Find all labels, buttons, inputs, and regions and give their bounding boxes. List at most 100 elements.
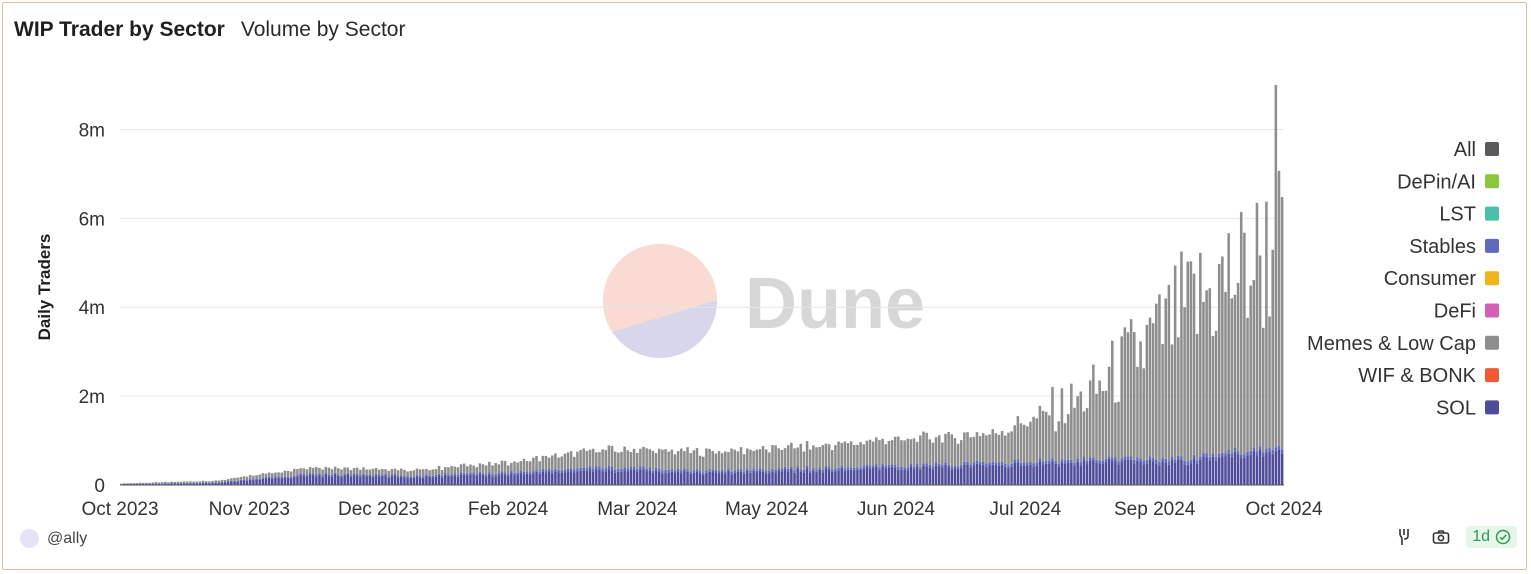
legend-swatch[interactable] (1485, 368, 1499, 383)
sol-bar (302, 475, 306, 485)
sol-bar (242, 480, 246, 485)
legend-swatch[interactable] (1485, 206, 1499, 221)
legend-swatch[interactable] (1485, 174, 1499, 189)
other-sector-bar (846, 467, 850, 470)
memes-bar (1070, 383, 1073, 460)
other-sector-bar (478, 471, 482, 474)
other-sector-bar (327, 474, 331, 477)
sol-bar (683, 471, 686, 485)
sol-bar (702, 474, 705, 485)
memes-bar (349, 470, 353, 476)
legend-swatch[interactable] (1485, 303, 1499, 318)
sol-bar (796, 468, 799, 485)
legend-label[interactable]: DeFi (1434, 301, 1476, 323)
other-sector-bar (620, 468, 623, 472)
memes-bar (739, 447, 743, 470)
other-sector-bar (296, 474, 299, 477)
other-sector-bar (1082, 456, 1086, 461)
legend-label[interactable]: SOL (1436, 397, 1476, 419)
legend-swatch[interactable] (1485, 142, 1499, 156)
other-sector-bar (720, 470, 724, 473)
legend-label[interactable]: Memes & Low Cap (1307, 333, 1476, 355)
memes-bar (639, 448, 642, 467)
legend-label[interactable]: Stables (1409, 236, 1476, 258)
sol-bar (661, 473, 664, 485)
memes-bar (412, 470, 416, 477)
other-sector-bar (459, 472, 463, 475)
memes-bar (1249, 285, 1252, 451)
memes-bar (815, 447, 818, 470)
sol-bar (764, 473, 768, 485)
sol-bar (478, 473, 482, 485)
memes-bar (793, 448, 796, 471)
memes-bar (481, 464, 485, 473)
sol-bar (1044, 463, 1048, 485)
memes-bar (528, 461, 532, 473)
other-sector-bar (573, 469, 576, 473)
legend-label[interactable]: DePin/AI (1397, 171, 1476, 193)
other-sector-bar (456, 474, 460, 477)
sol-bar (569, 471, 573, 485)
other-sector-bar (522, 471, 526, 475)
memes-bar (280, 472, 283, 477)
refresh-badge[interactable]: 1d (1466, 526, 1517, 548)
other-sector-bar (1183, 460, 1186, 465)
sol-bar (1120, 461, 1123, 485)
other-sector-bar (390, 474, 394, 477)
sol-bar (554, 471, 557, 485)
sol-bar (1199, 459, 1202, 485)
legend-label[interactable]: All (1454, 139, 1476, 161)
other-sector-bar (843, 468, 847, 471)
other-sector-bar (906, 467, 910, 471)
sol-bar (758, 470, 762, 485)
legend-swatch[interactable] (1485, 400, 1499, 415)
memes-bar (849, 441, 853, 468)
sol-bar (226, 481, 230, 485)
other-sector-bar (519, 470, 523, 474)
author-info[interactable]: @ally (20, 529, 87, 548)
fork-icon[interactable] (1394, 526, 1416, 548)
sol-bar (1029, 464, 1032, 485)
other-sector-bar (1057, 463, 1061, 467)
legend-swatch[interactable] (1485, 238, 1499, 253)
author-name: @ally (47, 529, 88, 547)
legend-swatch[interactable] (1485, 271, 1499, 286)
memes-bar (1110, 340, 1114, 458)
sol-bar (223, 482, 227, 485)
memes-bar (173, 481, 177, 484)
memes-bar (928, 439, 932, 465)
sol-bar (865, 466, 869, 485)
other-sector-bar (878, 467, 881, 470)
sol-bar (1117, 464, 1120, 485)
sol-bar (591, 471, 595, 485)
other-sector-bar (714, 469, 718, 473)
memes-bar (343, 467, 346, 474)
sol-bar (667, 472, 670, 485)
other-sector-bar (994, 462, 998, 466)
other-sector-bar (541, 468, 545, 472)
other-sector-bar (450, 474, 453, 477)
memes-bar (1098, 380, 1101, 461)
other-sector-bar (406, 476, 409, 478)
legend-label[interactable]: Consumer (1384, 268, 1477, 290)
sol-bar (1277, 449, 1281, 485)
other-sector-bar (777, 468, 781, 471)
other-sector-bar (667, 469, 670, 473)
chart-title[interactable]: WIP Trader by Sector (14, 18, 225, 41)
legend-label[interactable]: LST (1439, 204, 1476, 226)
memes-bar (834, 445, 837, 469)
legend-swatch[interactable] (1485, 335, 1499, 350)
memes-bar (393, 468, 397, 474)
sol-bar (393, 475, 397, 485)
other-sector-bar (377, 474, 381, 477)
sol-bar (746, 470, 749, 485)
sol-bar (1076, 461, 1079, 485)
sol-bar (947, 467, 950, 485)
sol-bar (340, 477, 343, 485)
camera-icon[interactable] (1430, 526, 1452, 548)
sol-bar (525, 473, 529, 485)
memes-bar (846, 443, 850, 468)
sol-bar (846, 469, 850, 485)
legend-label[interactable]: WIF & BONK (1358, 365, 1476, 387)
sol-bar (884, 468, 888, 485)
